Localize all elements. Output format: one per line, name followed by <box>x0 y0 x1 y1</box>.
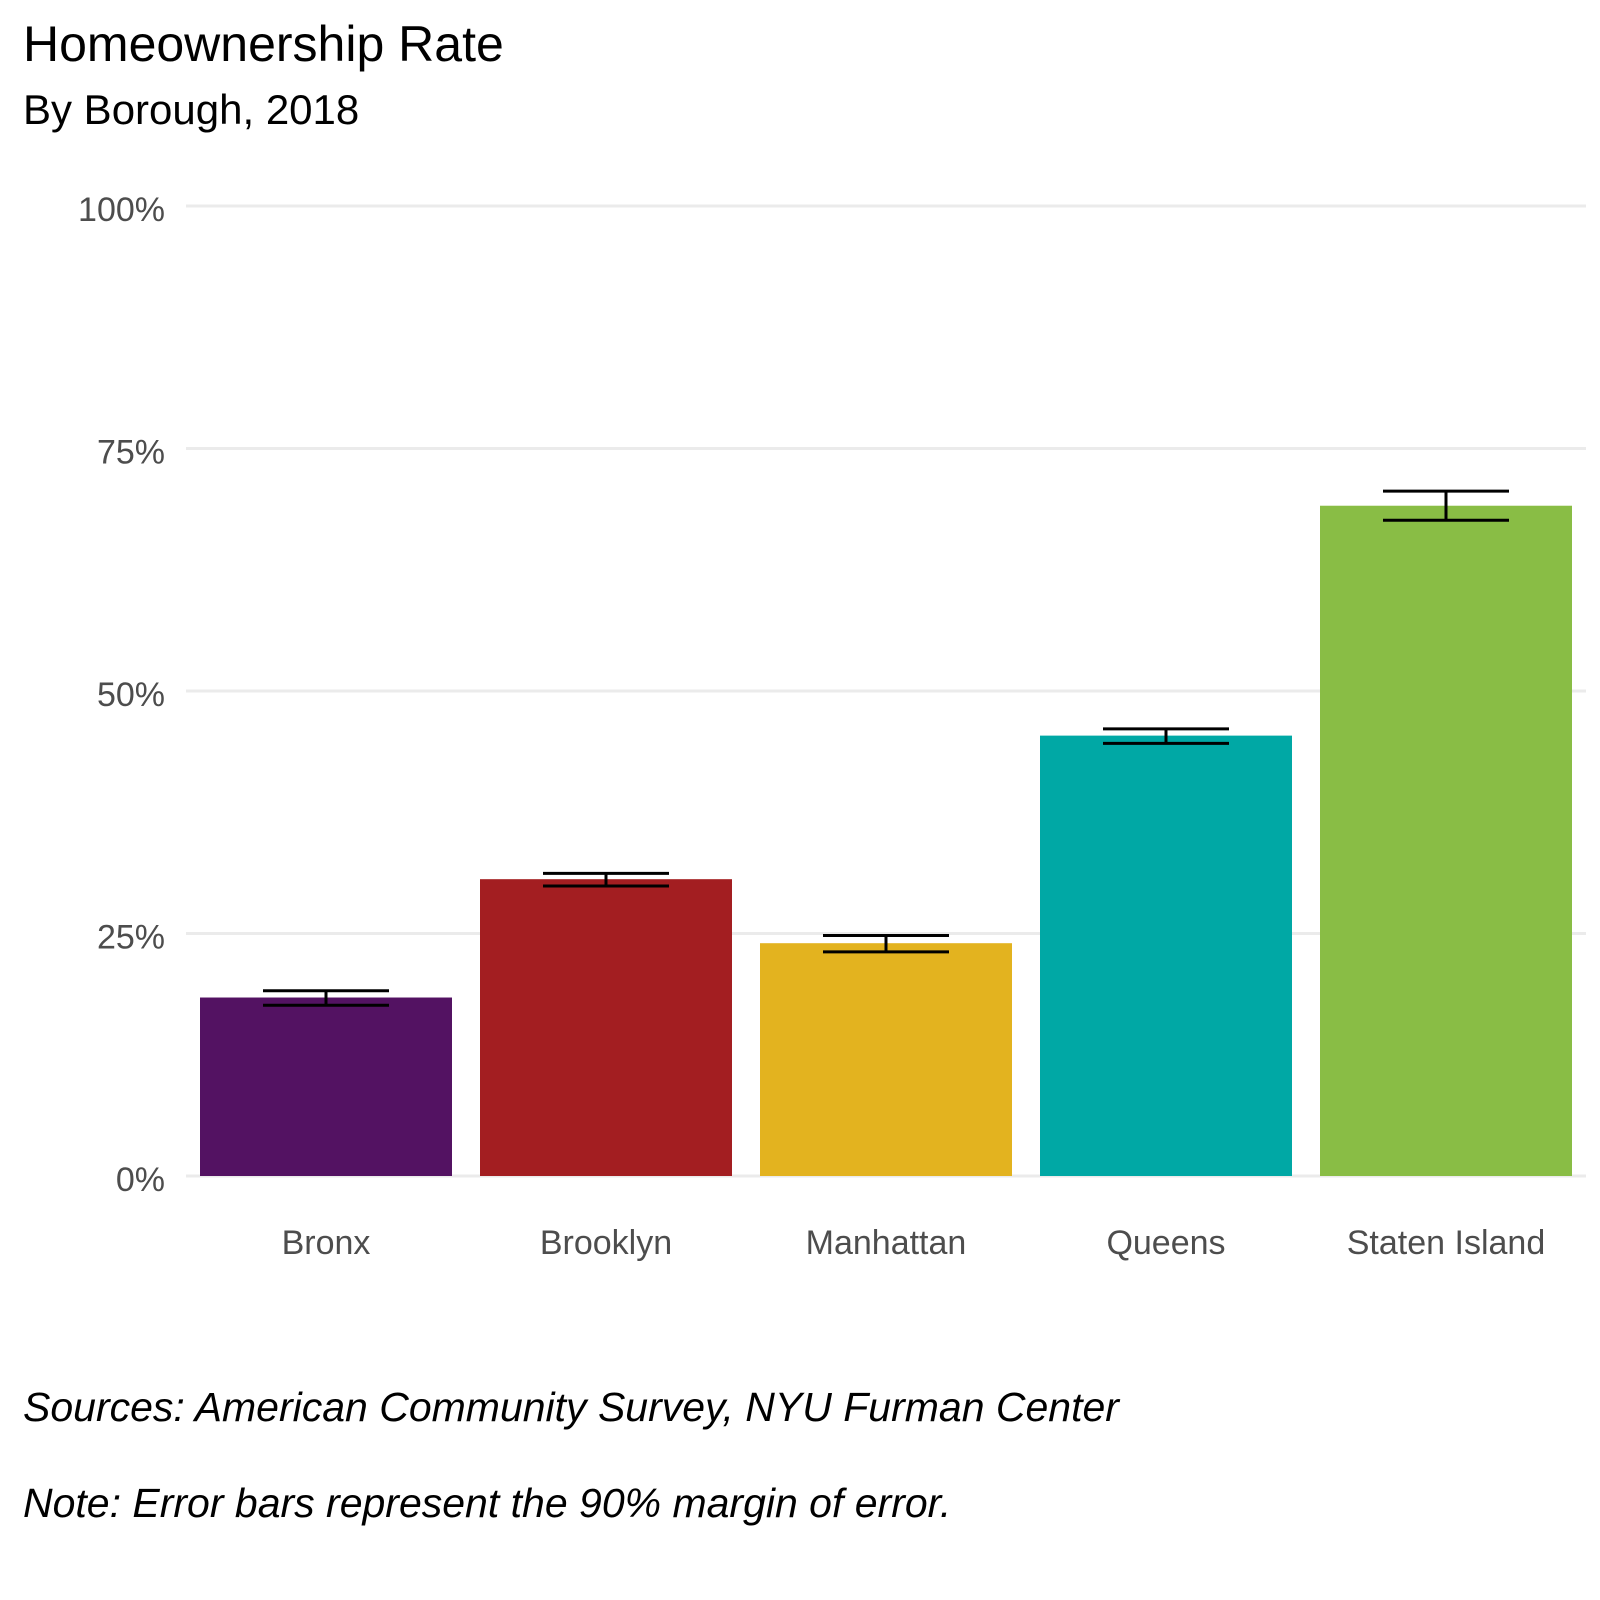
error-bars <box>263 489 1509 1007</box>
y-tick-label: 25% <box>97 919 165 957</box>
chart-title: Homeownership Rate <box>23 16 504 72</box>
y-tick-label: 50% <box>97 676 165 714</box>
y-axis-ticks: 0% 25% 50% 75% 100% <box>78 191 165 1199</box>
bar <box>1040 735 1292 1176</box>
bar <box>760 943 1012 1176</box>
bar <box>480 879 732 1176</box>
x-tick-label: Queens <box>1106 1224 1225 1262</box>
y-tick-label: 75% <box>97 434 165 472</box>
x-tick-label: Brooklyn <box>540 1224 672 1262</box>
bar <box>200 997 452 1176</box>
bar <box>1320 505 1572 1177</box>
caption-note: Note: Error bars represent the 90% margi… <box>23 1480 952 1526</box>
x-tick-label: Staten Island <box>1347 1224 1545 1262</box>
x-axis-ticks: Bronx Brooklyn Manhattan Queens Staten Islan… <box>282 1224 1546 1262</box>
caption-source: Sources: American Community Survey, NYU … <box>23 1384 1119 1430</box>
bars <box>200 505 1572 1177</box>
x-tick-label: Manhattan <box>806 1224 967 1262</box>
y-tick-label: 100% <box>78 191 165 229</box>
chart-subtitle: By Borough, 2018 <box>23 86 360 133</box>
y-tick-label: 0% <box>116 1161 165 1199</box>
x-tick-label: Bronx <box>282 1224 371 1262</box>
